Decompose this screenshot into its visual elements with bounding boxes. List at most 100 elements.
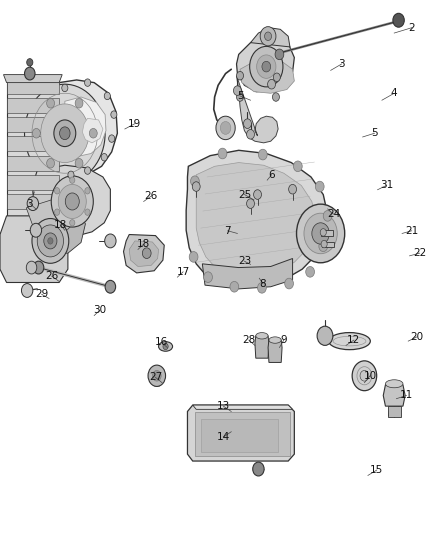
Circle shape (304, 213, 337, 254)
Text: 25: 25 (238, 190, 251, 199)
Circle shape (247, 130, 254, 139)
Circle shape (360, 370, 369, 381)
Circle shape (85, 79, 91, 86)
Text: 15: 15 (370, 465, 383, 475)
Circle shape (85, 209, 90, 215)
Polygon shape (33, 165, 110, 236)
Circle shape (393, 13, 404, 27)
Circle shape (32, 219, 69, 263)
Circle shape (85, 188, 90, 194)
Circle shape (258, 282, 266, 293)
Circle shape (104, 92, 110, 100)
Polygon shape (82, 118, 103, 143)
Circle shape (189, 252, 198, 262)
Circle shape (27, 197, 39, 211)
Polygon shape (26, 192, 83, 232)
Circle shape (58, 184, 86, 219)
Circle shape (51, 176, 93, 227)
Text: 11: 11 (400, 391, 413, 400)
Bar (195, 412, 290, 456)
Text: 20: 20 (410, 332, 424, 342)
Circle shape (47, 99, 55, 108)
Text: 5: 5 (371, 128, 378, 138)
Circle shape (273, 73, 280, 82)
Text: 5: 5 (237, 91, 244, 101)
Circle shape (21, 284, 33, 297)
Circle shape (285, 278, 293, 289)
Circle shape (323, 211, 332, 221)
Circle shape (233, 86, 241, 95)
Text: 19: 19 (128, 119, 141, 128)
Polygon shape (60, 97, 106, 156)
Bar (321, 230, 333, 236)
Circle shape (317, 326, 333, 345)
Circle shape (315, 181, 324, 192)
Circle shape (262, 61, 271, 72)
Bar (7, 79, 59, 94)
Circle shape (33, 261, 44, 274)
Circle shape (54, 209, 60, 215)
Polygon shape (240, 60, 294, 93)
Text: 17: 17 (177, 267, 190, 277)
Bar (7, 156, 59, 171)
Ellipse shape (256, 333, 268, 339)
Text: 13: 13 (217, 401, 230, 411)
Circle shape (75, 99, 83, 108)
Circle shape (312, 223, 329, 244)
Text: 26: 26 (45, 271, 58, 281)
Circle shape (204, 272, 212, 282)
Text: 30: 30 (93, 305, 106, 315)
Bar (388, 406, 401, 417)
Circle shape (32, 128, 40, 138)
Circle shape (250, 46, 283, 87)
Circle shape (105, 280, 116, 293)
Polygon shape (7, 83, 59, 216)
Text: 3: 3 (26, 199, 33, 208)
Polygon shape (186, 150, 328, 287)
Polygon shape (124, 235, 164, 273)
Circle shape (25, 84, 105, 182)
Circle shape (297, 204, 345, 263)
Bar (7, 194, 59, 209)
Circle shape (275, 49, 284, 60)
Text: 28: 28 (242, 335, 255, 345)
Circle shape (101, 154, 107, 161)
Circle shape (230, 281, 239, 292)
Circle shape (320, 229, 326, 236)
Polygon shape (187, 405, 294, 461)
Text: 3: 3 (338, 59, 345, 69)
Text: 10: 10 (364, 371, 377, 381)
Circle shape (68, 171, 74, 179)
Circle shape (26, 261, 37, 274)
Circle shape (192, 182, 200, 191)
Circle shape (41, 104, 89, 163)
Polygon shape (268, 340, 282, 362)
Circle shape (85, 167, 91, 174)
Circle shape (62, 84, 68, 92)
Text: 18: 18 (54, 220, 67, 230)
Ellipse shape (269, 337, 281, 343)
Circle shape (70, 177, 75, 183)
Circle shape (46, 158, 54, 168)
Text: 7: 7 (224, 226, 231, 236)
Polygon shape (0, 216, 68, 282)
Bar (7, 98, 59, 113)
Circle shape (268, 79, 276, 89)
Bar (201, 419, 278, 452)
Text: 9: 9 (280, 335, 287, 345)
Text: 24: 24 (327, 209, 340, 219)
Circle shape (257, 55, 276, 78)
Circle shape (54, 188, 60, 194)
Circle shape (65, 193, 79, 210)
Circle shape (191, 176, 199, 187)
Circle shape (237, 93, 244, 101)
Circle shape (265, 32, 272, 41)
Text: 2: 2 (408, 23, 415, 33)
Circle shape (254, 190, 261, 199)
Text: 23: 23 (238, 256, 251, 266)
Polygon shape (59, 80, 117, 177)
Circle shape (321, 240, 327, 248)
Polygon shape (4, 75, 62, 83)
Circle shape (319, 241, 328, 252)
Polygon shape (196, 163, 315, 278)
